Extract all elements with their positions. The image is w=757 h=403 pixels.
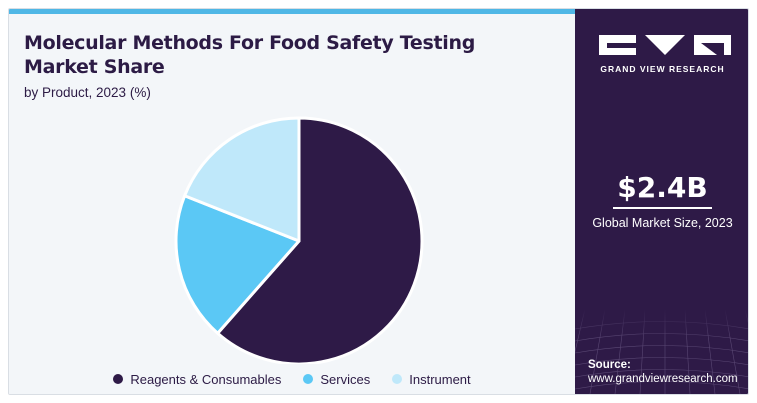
brand-name: GRAND VIEW RESEARCH: [600, 64, 725, 74]
pie-slice-instrument: [183, 116, 301, 243]
legend-swatch-reagents: [113, 374, 124, 384]
infographic-card: Molecular Methods For Food Safety Testin…: [8, 8, 749, 395]
legend-label-services: Services: [320, 371, 371, 387]
value-divider: [613, 207, 712, 209]
legend-label-reagents: Reagents & Consumables: [130, 371, 282, 387]
chart-title: Molecular Methods For Food Safety Testin…: [24, 32, 476, 78]
source-note: Source: www.grandviewresearch.com: [588, 358, 738, 386]
legend-swatch-instrument: [392, 374, 403, 384]
chart-panel: Molecular Methods For Food Safety Testin…: [9, 9, 575, 394]
pie-chart: [174, 116, 424, 364]
market-size-label: Global Market Size, 2023: [592, 216, 733, 230]
decorative-grid-icon: [575, 309, 748, 394]
chart-subtitle: by Product, 2023 (%): [24, 85, 151, 100]
pie-slice-reagents: [216, 116, 424, 364]
summary-sidebar: GRAND VIEW RESEARCH $2.4B Global Market …: [575, 9, 748, 394]
legend-label-instrument: Instrument: [409, 371, 471, 387]
chart-legend: Reagents & Consumables Services Instrume…: [9, 369, 575, 389]
legend-swatch-services: [303, 374, 314, 384]
grand-view-research-logo-icon: [599, 35, 731, 55]
top-accent-bar: [9, 9, 575, 14]
legend-item-services: Services: [303, 372, 370, 387]
market-size-value: $2.4B: [617, 171, 708, 204]
source-url: www.grandviewresearch.com: [588, 373, 738, 385]
source-label: Source:: [588, 359, 631, 371]
legend-item-instrument: Instrument: [392, 371, 471, 387]
legend-item-reagents: Reagents & Consumables: [113, 372, 281, 387]
